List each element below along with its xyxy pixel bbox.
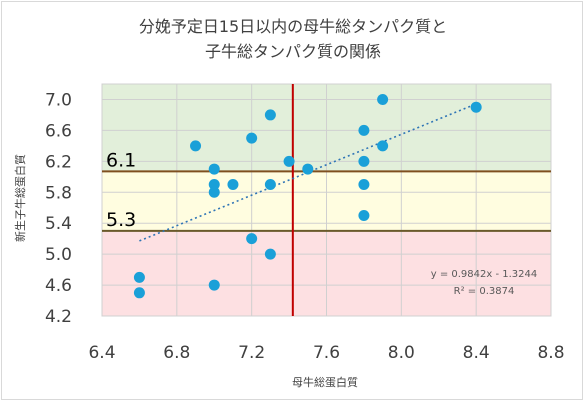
threshold-label-0: 6.1 — [106, 149, 136, 171]
data-point — [264, 179, 276, 191]
data-point — [133, 271, 145, 283]
data-point — [246, 233, 258, 245]
trendline-equation: y = 0.9842x - 1.3244 — [431, 269, 538, 280]
x-tick-label: 7.2 — [238, 343, 265, 363]
r-squared-label: R² = 0.3874 — [454, 286, 515, 297]
chart-title-line-1: 分娩予定日15日以内の母牛総タンパク質と — [139, 17, 447, 36]
y-tick-label: 4.2 — [45, 307, 72, 327]
y-tick-label: 6.6 — [45, 121, 72, 141]
data-point — [283, 155, 295, 167]
chart-title-line-2: 子牛総タンパク質の関係 — [205, 42, 381, 61]
x-tick-label: 8.4 — [463, 343, 490, 363]
plot-border — [101, 83, 552, 317]
threshold-label-1: 5.3 — [106, 209, 136, 231]
y-axis-label: 新生子牛総蛋白質 — [13, 154, 27, 242]
data-point — [190, 140, 202, 152]
y-tick-label: 7.0 — [45, 90, 72, 110]
x-axis-label: 母牛総蛋白質 — [292, 375, 358, 389]
x-tick-label: 8.8 — [537, 343, 564, 363]
data-point — [377, 140, 389, 152]
data-point — [208, 186, 220, 198]
data-point — [264, 109, 276, 121]
data-point — [208, 279, 220, 291]
x-tick-label: 6.8 — [163, 343, 190, 363]
y-tick-label: 5.0 — [45, 245, 72, 265]
x-tick-label: 7.6 — [313, 343, 340, 363]
data-point — [246, 132, 258, 144]
data-point — [377, 93, 389, 105]
data-point — [358, 155, 370, 167]
data-point — [264, 248, 276, 260]
plot-area: 6.4 6.8 7.2 7.6 8.0 8.4 8.8 4.2 4.6 5.0 5.4 5.8 6.2 6… — [45, 83, 565, 363]
y-tick-label: 6.2 — [45, 152, 72, 172]
data-point — [133, 287, 145, 299]
x-tick-label: 8.0 — [388, 343, 415, 363]
y-tick-label: 5.4 — [45, 214, 72, 234]
data-point — [208, 179, 220, 191]
data-point — [358, 209, 370, 221]
y-tick-label: 5.8 — [45, 183, 72, 203]
data-point — [208, 163, 220, 175]
y-tick-label: 4.6 — [45, 276, 72, 296]
data-point — [302, 163, 314, 175]
data-point — [470, 101, 482, 113]
data-point — [358, 179, 370, 191]
x-tick-label: 6.4 — [88, 343, 115, 363]
data-point — [227, 179, 239, 191]
data-point — [358, 124, 370, 136]
